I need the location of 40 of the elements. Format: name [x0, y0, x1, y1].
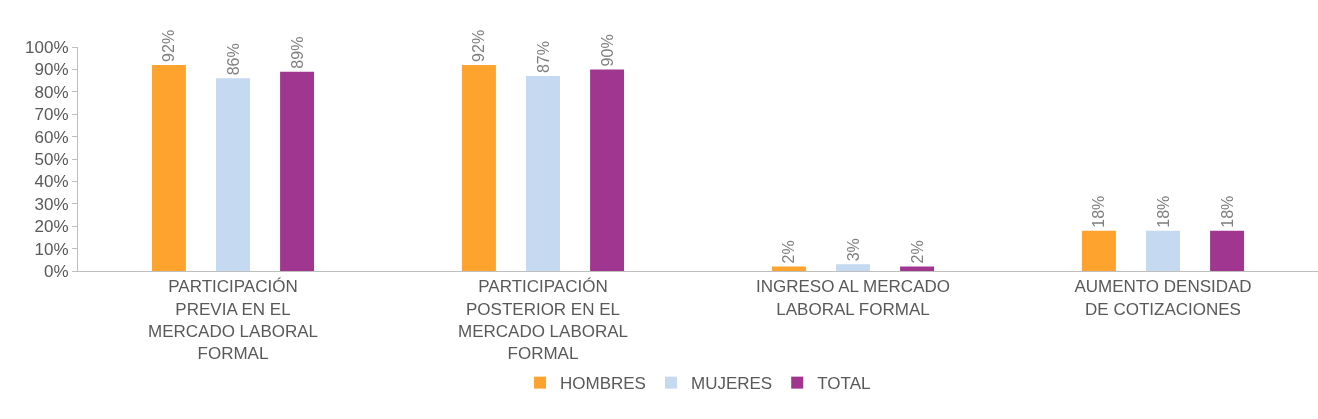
- data-label: 2%: [908, 240, 926, 264]
- data-label: 90%: [598, 34, 616, 67]
- bar: [836, 264, 870, 271]
- bar: [526, 76, 560, 271]
- bar: [1210, 230, 1245, 271]
- y-tick-label: 60%: [34, 127, 69, 147]
- x-tick-label: PARTICIPACIÓN PREVIA EN EL MERCADO LABORAL FORMAL: [147, 277, 319, 363]
- bar: [1146, 230, 1180, 271]
- bar: [1081, 230, 1116, 271]
- data-label: 89%: [288, 36, 306, 69]
- data-label: 87%: [534, 41, 552, 74]
- bar: [280, 71, 315, 271]
- legend-label: HOMBRES: [560, 374, 646, 394]
- y-tick-label: 100%: [25, 37, 69, 57]
- y-tick-label: 50%: [34, 149, 69, 169]
- x-tick-label: PARTICIPACIÓN POSTERIOR EN EL MERCADO LABORAL FORMAL: [457, 277, 629, 363]
- data-label: 2%: [780, 240, 798, 264]
- data-label: 18%: [1154, 195, 1172, 228]
- y-tick-label: 70%: [34, 105, 69, 125]
- x-tick-label: AUMENTO DENSIDAD DE COTIZACIONES: [1074, 277, 1252, 319]
- bar: [216, 78, 250, 271]
- bar: [590, 69, 625, 271]
- data-label: 18%: [1218, 195, 1236, 228]
- y-tick-label: 10%: [34, 239, 69, 259]
- data-label: 18%: [1090, 195, 1108, 228]
- y-tick-label: 30%: [34, 194, 69, 214]
- x-tick-label: INGRESO AL MERCADO LABORAL FORMAL: [756, 277, 950, 319]
- data-label: 92%: [470, 29, 488, 62]
- bar: [461, 64, 496, 271]
- y-tick-label: 80%: [34, 82, 69, 102]
- legend-label: MUJERES: [690, 374, 773, 394]
- y-tick-label: 0%: [44, 261, 69, 281]
- data-label: 3%: [844, 238, 862, 262]
- data-label: 92%: [160, 29, 178, 62]
- y-tick-label: 90%: [34, 60, 69, 80]
- bar: [151, 64, 186, 271]
- legend-label: TOTAL: [817, 374, 871, 394]
- y-tick-label: 20%: [34, 217, 69, 237]
- data-label: 86%: [224, 43, 242, 76]
- y-tick-label: 40%: [34, 172, 69, 192]
